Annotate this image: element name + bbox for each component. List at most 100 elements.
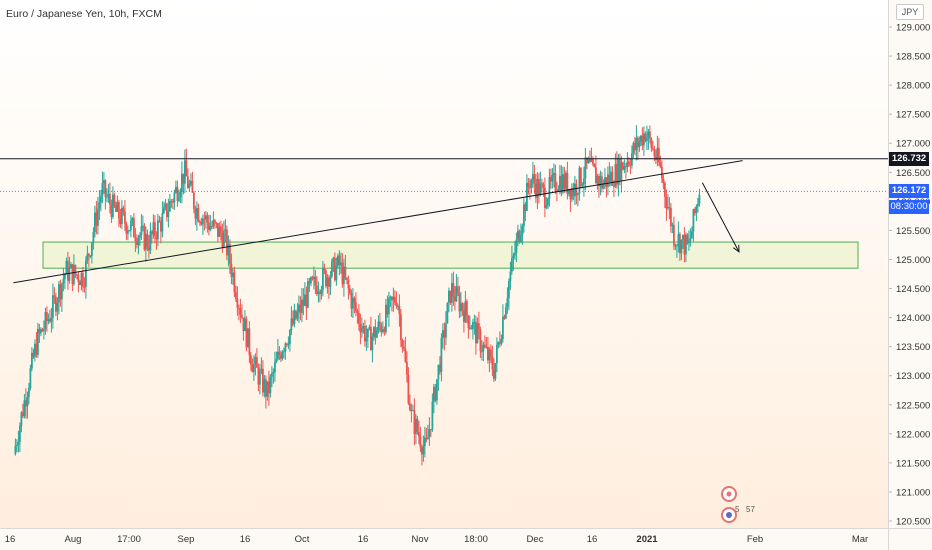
candle-body: [677, 234, 680, 246]
candle-body: [641, 135, 644, 146]
candle-body: [494, 363, 497, 379]
candle-body: [694, 209, 696, 214]
candle-body: [365, 337, 368, 342]
price-axis-border: [888, 0, 889, 550]
candle-body: [176, 186, 179, 201]
currency-label[interactable]: JPY: [896, 4, 924, 20]
candle-body: [686, 234, 689, 244]
event-marker-dot-icon: [726, 491, 732, 497]
candle-body: [302, 299, 305, 306]
candle-body: [37, 328, 39, 355]
candle-body: [364, 326, 366, 342]
candle-body: [262, 368, 264, 393]
candle-body: [458, 293, 461, 312]
candle-body: [223, 230, 225, 248]
candle-body: [428, 429, 431, 438]
event-badge-b: 57: [746, 505, 755, 514]
candle-body: [604, 177, 606, 184]
candle-body: [634, 143, 636, 151]
candle-body: [419, 436, 422, 448]
candle-body: [542, 184, 545, 188]
candle-body: [154, 222, 156, 237]
candle-body: [298, 304, 300, 312]
candle-body: [52, 295, 54, 318]
candle-body: [446, 302, 449, 324]
candle-body: [136, 241, 138, 245]
candle-body: [575, 183, 578, 196]
candle-body: [211, 226, 213, 228]
candle-body: [482, 344, 485, 352]
candle-body: [85, 260, 87, 287]
candle-body: [77, 274, 80, 283]
candle-body: [308, 281, 311, 284]
candle-body: [523, 204, 525, 227]
candle-body: [349, 288, 351, 294]
candle-body: [94, 212, 96, 232]
candle-body: [578, 167, 581, 194]
candle-body: [391, 296, 393, 301]
candle-body: [88, 253, 90, 256]
candle-body: [335, 265, 338, 281]
candle-body: [545, 205, 548, 208]
candle-body: [325, 270, 327, 287]
candle-body: [407, 374, 410, 404]
candle-body: [146, 233, 149, 247]
candle-body: [410, 409, 413, 411]
candle-body: [649, 131, 651, 139]
candle-body: [445, 323, 447, 338]
candle-body: [463, 310, 465, 323]
candle-body: [691, 231, 693, 239]
candle-body: [436, 379, 438, 401]
candle-body: [608, 174, 611, 182]
candle-body: [583, 178, 585, 185]
candle-body: [89, 255, 92, 257]
candle-body: [148, 246, 150, 251]
candle-body: [478, 323, 480, 330]
candle-body: [230, 263, 233, 277]
candle-body: [35, 343, 38, 355]
candle-body: [418, 431, 420, 437]
candle-body: [521, 226, 524, 235]
x-tick-label: Feb: [747, 534, 763, 545]
candle-body: [511, 258, 513, 272]
candle-body: [421, 447, 423, 455]
candle-body: [133, 218, 135, 238]
candle-body: [502, 316, 504, 339]
candle-body: [656, 147, 659, 160]
candle-body: [95, 212, 98, 226]
candle-body: [80, 272, 83, 286]
candle-body: [160, 221, 162, 232]
candle-body: [205, 215, 207, 220]
candle-body: [323, 268, 326, 271]
candle-body: [229, 244, 231, 264]
candle-body: [149, 231, 152, 251]
candle-body: [638, 141, 641, 148]
candle-body: [134, 237, 137, 242]
candle-body: [659, 161, 662, 167]
candle-body: [602, 183, 605, 189]
candle-body: [56, 302, 59, 312]
y-tick-label: 124.500: [896, 284, 930, 295]
candle-body: [275, 359, 278, 363]
candle-body: [59, 284, 62, 300]
y-tick-label: 123.000: [896, 371, 930, 382]
candle-body: [581, 184, 584, 186]
candle-body: [376, 330, 378, 338]
candle-body: [599, 176, 602, 186]
candle-body: [392, 296, 395, 301]
candle-body: [535, 183, 537, 198]
current-price-tag: 126.172: [889, 184, 929, 199]
candle-body: [236, 298, 239, 308]
candle-body: [320, 289, 323, 295]
candle-body: [529, 187, 531, 189]
candle-body: [514, 253, 516, 256]
candle-body: [232, 272, 234, 277]
candle-body: [647, 131, 650, 138]
candle-body: [212, 220, 215, 227]
candle-body: [25, 400, 27, 407]
candle-body: [613, 185, 615, 187]
candle-body: [172, 201, 174, 203]
candle-body: [296, 311, 299, 319]
